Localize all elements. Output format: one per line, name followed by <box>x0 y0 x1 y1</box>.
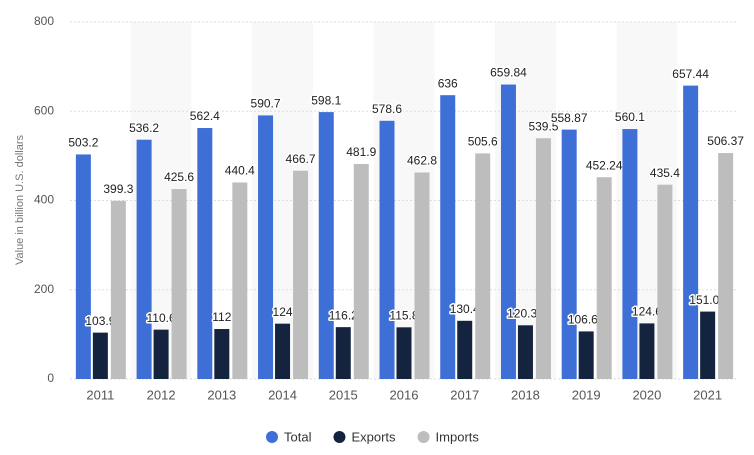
bar <box>622 129 638 379</box>
y-tick-label: 0 <box>47 371 54 385</box>
x-tick-label: 2015 <box>329 387 358 402</box>
value-label: 462.8 <box>407 154 437 168</box>
bar <box>578 331 594 379</box>
value-label: 503.2 <box>68 136 98 150</box>
bar <box>718 153 734 379</box>
y-axis-label: Value in billion U.S. dollars <box>14 134 26 265</box>
bar <box>517 325 533 379</box>
bar <box>500 84 516 380</box>
value-label: 103.9 <box>85 314 115 328</box>
value-label: 425.6 <box>164 170 194 184</box>
bar <box>136 139 152 379</box>
value-label: 399.3 <box>103 182 133 196</box>
bar <box>414 172 430 379</box>
bar <box>475 153 491 379</box>
value-label: 466.7 <box>286 152 316 166</box>
y-tick-label: 200 <box>34 282 54 296</box>
value-label: 481.9 <box>346 145 376 159</box>
value-label: 120.34 <box>507 306 544 320</box>
legend-marker <box>417 431 430 443</box>
value-label: 636 <box>438 76 458 90</box>
bar <box>683 85 699 379</box>
x-tick-label: 2021 <box>693 387 722 402</box>
legend-label: Total <box>284 429 312 444</box>
bar <box>232 182 248 379</box>
bar <box>396 327 412 379</box>
value-label: 435.4 <box>650 166 680 180</box>
y-tick-label: 800 <box>34 14 54 28</box>
bar <box>353 163 369 379</box>
legend-marker <box>333 431 346 443</box>
x-tick-label: 2018 <box>511 387 540 402</box>
value-label: 440.4 <box>225 164 255 178</box>
value-label: 112 <box>212 310 231 324</box>
legend-label: Imports <box>436 429 480 444</box>
x-tick-label: 2013 <box>207 387 236 402</box>
value-label: 598.1 <box>311 93 341 107</box>
bar <box>92 332 108 379</box>
value-label: 452.24 <box>586 158 623 172</box>
value-label: 558.87 <box>551 111 588 125</box>
bar <box>258 115 274 380</box>
value-label: 536.2 <box>129 121 159 135</box>
y-tick-label: 400 <box>34 193 54 207</box>
bar <box>335 327 351 379</box>
value-label: 116.2 <box>329 308 358 322</box>
value-label: 151.07 <box>689 293 726 307</box>
x-tick-label: 2017 <box>450 387 479 402</box>
value-label: 505.6 <box>468 135 498 149</box>
bar <box>596 177 612 379</box>
value-label: 539.5 <box>528 119 558 133</box>
bar <box>639 323 655 379</box>
legend-marker <box>266 431 278 443</box>
bar <box>197 128 213 379</box>
bar <box>293 170 309 379</box>
bar <box>75 154 91 379</box>
value-label: 115.8 <box>389 308 418 322</box>
x-tick-label: 2012 <box>147 387 176 402</box>
value-label: 124 <box>273 305 293 319</box>
value-label: 562.4 <box>190 109 220 123</box>
value-label: 659.84 <box>490 66 527 80</box>
value-label: 110.6 <box>147 311 176 325</box>
value-label: 578.6 <box>372 102 402 116</box>
value-label: 106.63 <box>568 313 605 327</box>
value-label: 657.44 <box>672 67 709 81</box>
bar <box>153 329 169 379</box>
x-tick-label: 2016 <box>390 387 419 402</box>
bar <box>275 323 291 379</box>
y-tick-label: 600 <box>34 103 54 117</box>
bar <box>561 129 577 379</box>
bar <box>457 320 473 379</box>
value-label: 130.4 <box>450 302 480 316</box>
bar <box>440 95 456 379</box>
bar <box>214 329 230 379</box>
bar <box>318 112 334 380</box>
bar <box>657 184 673 379</box>
x-tick-label: 2020 <box>632 387 661 402</box>
value-label: 506.37 <box>707 134 744 148</box>
value-label: 590.7 <box>251 97 281 111</box>
legend-label: Exports <box>351 429 396 444</box>
bar <box>110 200 126 379</box>
bar <box>171 189 187 379</box>
value-label: 560.1 <box>615 110 645 124</box>
value-label: 124.6 <box>632 305 662 319</box>
x-tick-label: 2014 <box>268 387 297 402</box>
x-tick-label: 2011 <box>86 387 114 402</box>
x-tick-label: 2019 <box>572 387 601 402</box>
bar <box>700 311 716 379</box>
bar <box>379 120 395 380</box>
bar <box>535 138 551 379</box>
